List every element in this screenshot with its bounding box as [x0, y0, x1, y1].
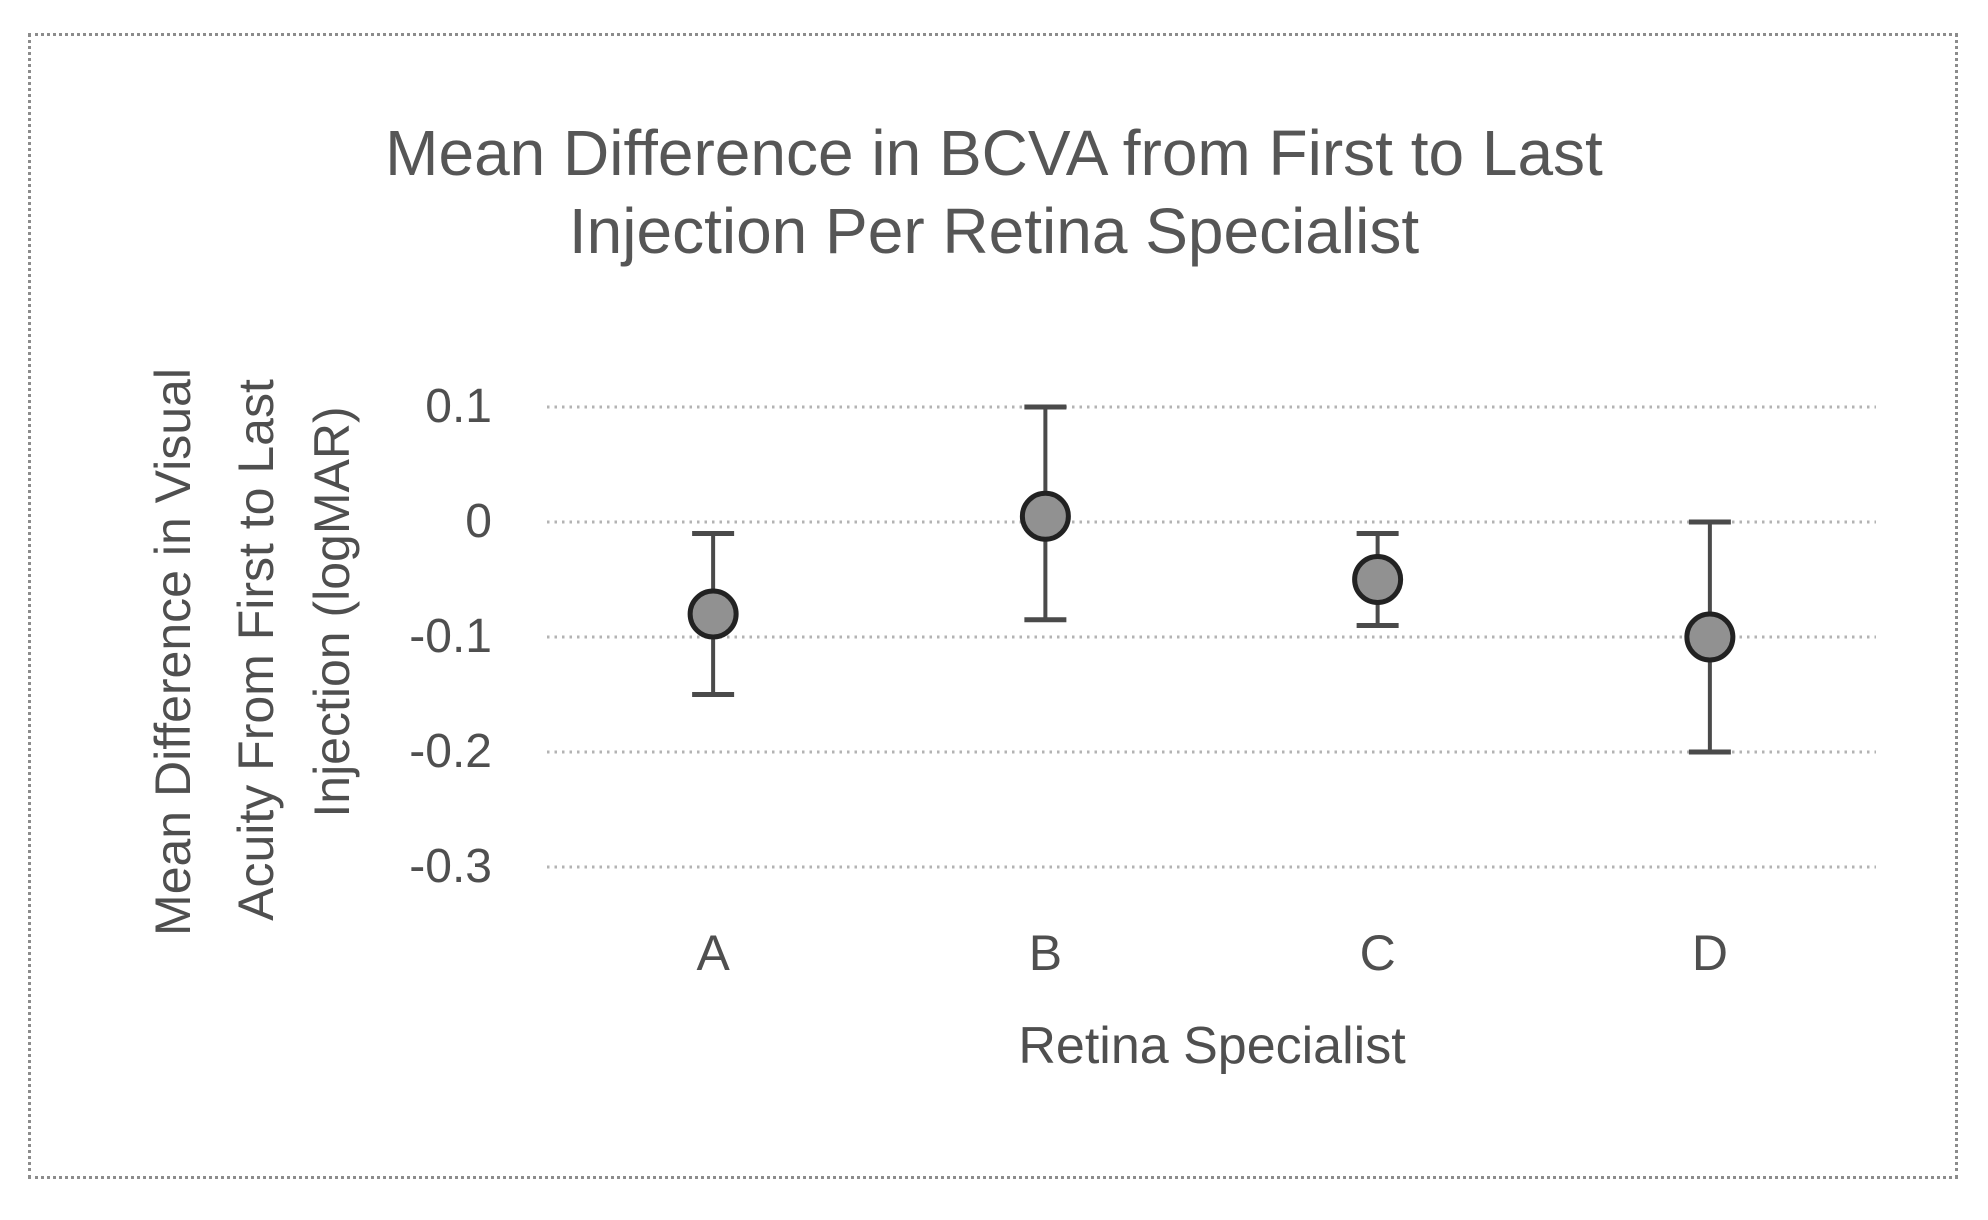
y-tick-label-0.1: 0.1: [425, 380, 492, 433]
chart-border: [28, 33, 1958, 1179]
chart-title-line1: Mean Difference in BCVA from First to La…: [385, 117, 1603, 189]
x-category-label-A: A: [696, 925, 730, 981]
y-tick-label--0.2: -0.2: [409, 725, 492, 778]
chart-title-line2: Injection Per Retina Specialist: [568, 195, 1420, 267]
data-point-D: [1684, 611, 1736, 663]
data-point-A: [687, 588, 739, 640]
x-category-label-B: B: [1028, 925, 1063, 981]
data-point-B: [1019, 490, 1071, 542]
data-point-C: [1352, 554, 1404, 605]
y-tick-label--0.1: -0.1: [409, 610, 492, 663]
x-category-label-D: D: [1691, 925, 1728, 981]
y-tick-label-0: 0: [465, 495, 492, 548]
x-axis-title: Retina Specialist: [1018, 1017, 1406, 1075]
x-category-label-C: C: [1359, 925, 1396, 981]
chart-title: Mean Difference in BCVA from First to La…: [0, 114, 1988, 270]
y-tick-label--0.3: -0.3: [409, 840, 492, 893]
